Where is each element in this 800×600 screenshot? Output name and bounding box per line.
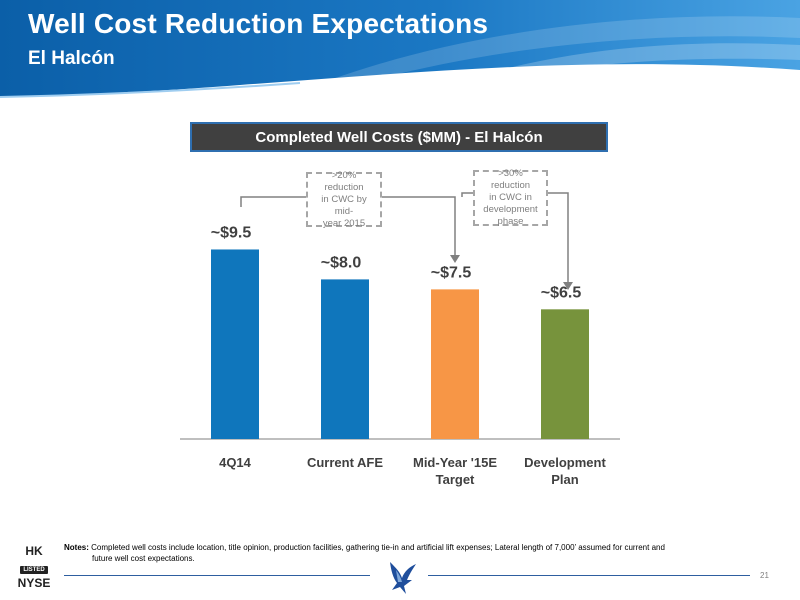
- notes-text-continued: future well cost expectations.: [92, 554, 195, 563]
- callout-line: >30% reduction: [490, 168, 531, 191]
- bar-series: [180, 249, 620, 440]
- callout-line: year 2015: [322, 217, 366, 229]
- callout-connectors: [240, 192, 573, 290]
- notes-label: Notes:: [64, 543, 89, 552]
- data-label: ~$9.5: [211, 224, 252, 241]
- category-label: 4Q14: [219, 455, 252, 470]
- arrow-down-icon: [563, 282, 573, 290]
- bar: [321, 279, 369, 439]
- falcon-logo-icon: [390, 562, 416, 594]
- data-label: ~$6.5: [541, 284, 582, 301]
- data-label: ~$8.0: [321, 254, 362, 271]
- category-label: Development Plan: [524, 455, 606, 487]
- arrow-down-icon: [450, 255, 460, 263]
- header-swoosh-graphic: [0, 0, 800, 98]
- category-label: Mid-Year '15E Target: [413, 455, 497, 487]
- chart-title: Completed Well Costs ($MM) - El Halcón: [190, 122, 608, 152]
- callout-20pct-reduction: >20% reduction in CWC by mid- year 2015: [306, 169, 382, 229]
- notes-text: Completed well costs include location, t…: [91, 543, 665, 552]
- connector-line: [461, 192, 473, 197]
- exchange-nyse-text: NYSE: [17, 576, 51, 590]
- data-labels: ~$9.5 ~$8.0 ~$7.5 ~$6.5: [211, 224, 582, 301]
- bar: [211, 249, 259, 439]
- page-subtitle: El Halcón: [28, 48, 115, 69]
- footer-divider-left: [64, 575, 370, 576]
- header-banner: Well Cost Reduction Expectations El Halc…: [0, 0, 800, 100]
- exchange-listing-badge: HK LISTED NYSE: [14, 544, 54, 594]
- footer-divider-right: [428, 575, 750, 576]
- exchange-hk-text: HK: [25, 544, 43, 558]
- connector-line: [548, 192, 569, 282]
- callout-30pct-reduction: >30% reduction in CWC in development pha…: [473, 168, 548, 227]
- connector-line: [382, 196, 456, 255]
- page-title: Well Cost Reduction Expectations: [28, 8, 489, 39]
- category-labels: 4Q14 Current AFE Mid-Year '15E Target Develo…: [219, 455, 606, 487]
- footnote: Notes: Completed well costs include loca…: [64, 542, 744, 564]
- callout-line: in CWC by mid-: [321, 193, 367, 217]
- exchange-listed-text: LISTED: [20, 566, 48, 574]
- callout-line: in CWC in: [489, 192, 532, 203]
- connector-line: [240, 196, 306, 207]
- callout-line: >20% reduction: [324, 169, 364, 193]
- category-label: Current AFE: [307, 455, 383, 470]
- data-label: ~$7.5: [431, 264, 472, 281]
- callout-line: development: [483, 204, 538, 215]
- callout-line: phase: [497, 216, 524, 227]
- bar: [431, 289, 479, 439]
- page-number: 21: [760, 571, 769, 580]
- bar: [541, 309, 589, 439]
